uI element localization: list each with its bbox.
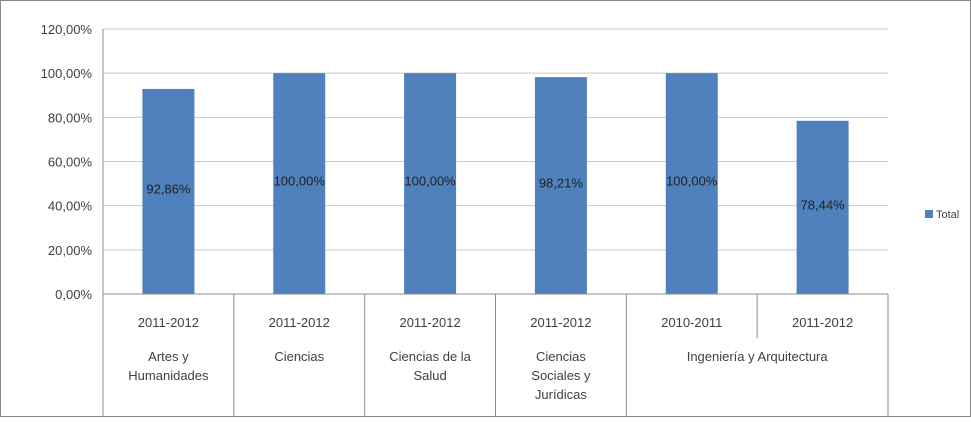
x-group-label: Salud <box>413 368 446 383</box>
x-tick-label-year: 2011-2012 <box>138 315 199 330</box>
x-axis: 2011-2012 2011-2012 2011-2012 2011-2012 2010… <box>102 29 889 417</box>
legend-swatch <box>925 210 933 218</box>
y-tick-label: 0,00% <box>55 287 92 302</box>
bar <box>796 120 849 294</box>
gridlines <box>103 28 888 251</box>
x-tick-label-year: 2011-2012 <box>269 315 330 330</box>
bars <box>142 73 849 295</box>
bar <box>273 73 326 295</box>
y-tick-label: 60,00% <box>48 155 93 170</box>
legend-label: Total <box>936 209 959 221</box>
bar-data-label: 98,21% <box>539 176 584 191</box>
x-group-label: Ciencias de la <box>389 349 471 364</box>
bar-data-label: 100,00% <box>666 174 718 189</box>
bar <box>534 77 587 294</box>
x-tick-label-year: 2011-2012 <box>792 315 853 330</box>
bar-data-label: 100,00% <box>274 174 326 189</box>
y-tick-label: 20,00% <box>48 243 93 258</box>
bar <box>404 73 457 295</box>
x-group-label: Artes y <box>148 349 189 364</box>
x-group-label: Ciencias <box>274 349 324 364</box>
y-tick-label: 120,00% <box>41 22 93 37</box>
legend: Total <box>925 209 959 221</box>
bar-data-label: 92,86% <box>146 181 191 196</box>
bar <box>142 88 195 294</box>
data-labels: 92,86% 100,00% 100,00% 98,21% 100,00% 78,44% <box>146 174 845 213</box>
y-axis-tick-labels: 0,00% 20,00% 40,00% 60,00% 80,00% 100,00% 120,… <box>41 22 93 302</box>
x-group-label: Ingeniería y Arquitectura <box>687 349 829 364</box>
x-group-label: Ciencias <box>536 349 586 364</box>
x-tick-label-year: 2010-2011 <box>661 315 722 330</box>
x-group-label: Sociales y <box>531 368 591 383</box>
x-group-label: Humanidades <box>128 368 209 383</box>
bar-data-label: 100,00% <box>404 174 456 189</box>
bar <box>665 73 718 295</box>
x-tick-label-year: 2011-2012 <box>399 315 460 330</box>
y-tick-label: 80,00% <box>48 110 93 125</box>
x-tick-label-year: 2011-2012 <box>530 315 591 330</box>
x-group-label: Jurídicas <box>535 387 588 402</box>
bar-data-label: 78,44% <box>801 197 846 212</box>
y-tick-label: 100,00% <box>41 66 93 81</box>
y-tick-label: 40,00% <box>48 199 93 214</box>
